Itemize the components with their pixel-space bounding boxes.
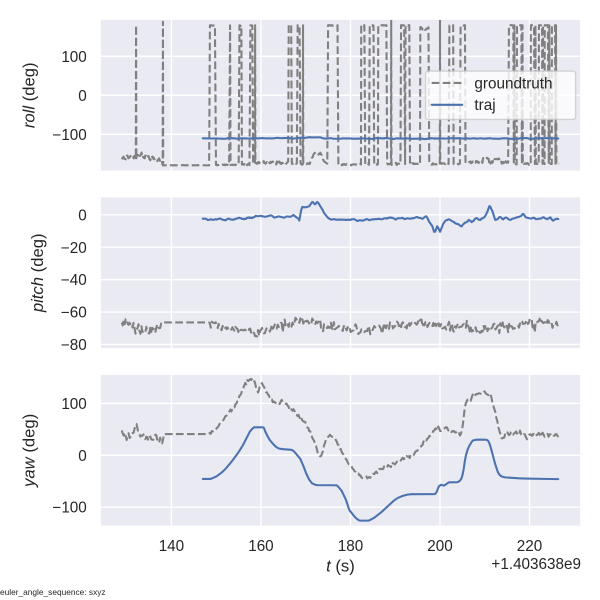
svg-text:0: 0 (78, 88, 87, 105)
svg-text:traj: traj (474, 97, 495, 114)
svg-text:r o l l: r o l l ( d e g ) (15, 62, 40, 128)
svg-text:0: 0 (78, 448, 87, 465)
svg-text:p i t c: p i t c h ( d e g ) (23, 233, 48, 313)
svg-text:100: 100 (61, 49, 86, 66)
svg-text:0: 0 (78, 207, 87, 224)
svg-text:180: 180 (338, 538, 363, 555)
svg-text:euler_angle_sequence: sxyz: euler_angle_sequence: sxyz (0, 587, 106, 597)
svg-text:160: 160 (248, 538, 273, 555)
svg-text:200: 200 (427, 538, 452, 555)
svg-text:−20: −20 (61, 240, 87, 257)
svg-text:−80: −80 (61, 337, 87, 354)
svg-text:140: 140 (159, 538, 184, 555)
svg-text:−40: −40 (61, 272, 87, 289)
svg-text:+1.403638e9: +1.403638e9 (491, 556, 581, 573)
svg-text:t ( s: t ( s ) (326, 551, 355, 576)
svg-text:y a w: y a w ( d e g ) (15, 413, 40, 488)
svg-text:100: 100 (61, 396, 86, 413)
svg-text:groundtruth: groundtruth (474, 75, 552, 92)
svg-text:−100: −100 (52, 500, 86, 517)
svg-text:−60: −60 (61, 305, 87, 322)
svg-text:220: 220 (517, 538, 542, 555)
svg-text:−100: −100 (52, 127, 86, 144)
